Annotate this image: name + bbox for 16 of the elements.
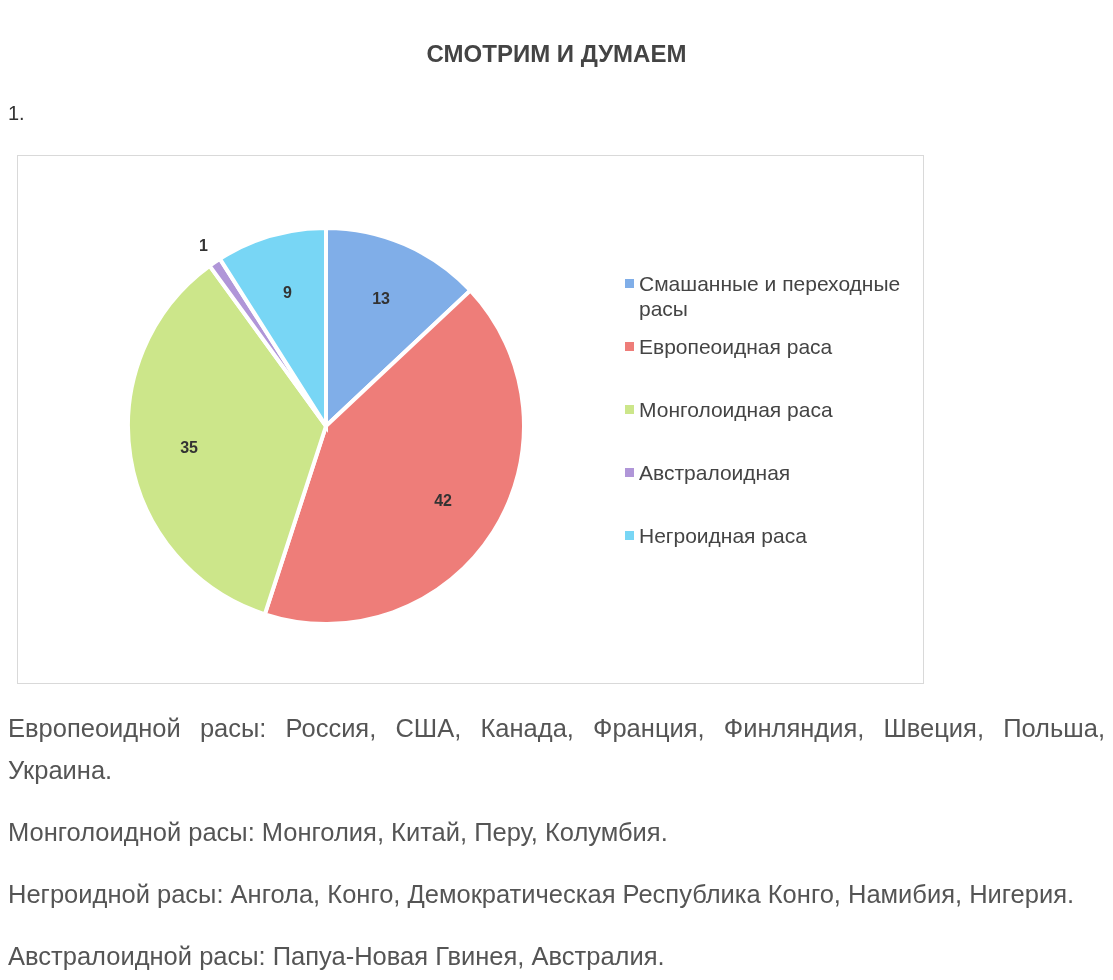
legend-label: Негроидная раса xyxy=(639,523,807,548)
chart-title: СМОТРИМ И ДУМАЕМ xyxy=(426,40,687,67)
text: Негроидной расы: Ангола, Конго, Демократическая Республика Конго, Намибия, Нигерия. xyxy=(8,879,1076,910)
data-label: 42 xyxy=(434,491,453,509)
legend-label: Европеоидная раса xyxy=(639,334,833,359)
legend-label: Австралоидная xyxy=(639,460,791,485)
data-label: 13 xyxy=(372,290,391,308)
data-label: 9 xyxy=(282,284,292,302)
data-label: 35 xyxy=(180,439,199,457)
data-label: 1 xyxy=(199,237,209,255)
text: 1. xyxy=(8,102,25,124)
text: Монголоидной расы: Монголия, Китай, Перу, Колумбия. xyxy=(8,817,669,848)
legend-label: Монголоидная раса xyxy=(639,397,833,422)
text: Европеоидной расы: Россия, США, Канада, Франция, Финляндия, Швеция, Польша, Украина. xyxy=(8,713,1105,786)
legend-label: Смашанные и переходные расы xyxy=(639,271,902,321)
text: Австралоидной расы: Папуа-Новая Гвинея, Австралия. xyxy=(8,941,666,972)
